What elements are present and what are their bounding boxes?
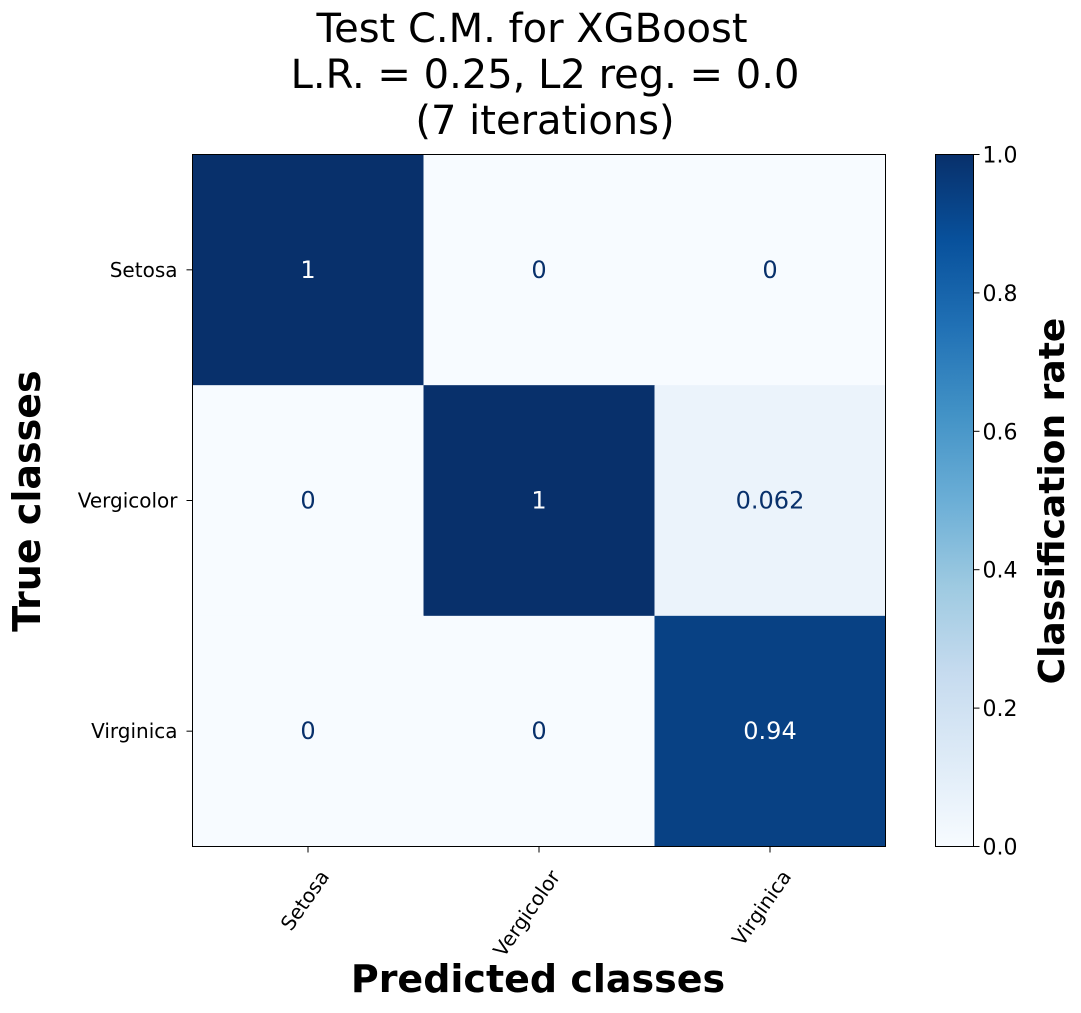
- colorbar-tick-label: 0.8: [983, 282, 1018, 307]
- chart-title-line-1: Test C.M. for XGBoost: [315, 6, 747, 52]
- cell-value-label: 0: [762, 256, 777, 284]
- x-axis-ticks: Setosa Vergicolor Virginica: [276, 846, 796, 961]
- colorbar-tick-label: 0.4: [983, 559, 1018, 584]
- colorbar-tick-label: 0.2: [983, 697, 1018, 722]
- heatmap-cell-setosa-setosa: [192, 154, 424, 386]
- x-tick-label: Vergicolor: [488, 865, 565, 961]
- heatmap-cell-labels: 1 0 0 0 1 0.062 0 0 0.94: [300, 256, 804, 745]
- cell-value-label: 0.94: [743, 717, 796, 745]
- chart-title: Test C.M. for XGBoost L.R. = 0.25, L2 re…: [291, 6, 800, 144]
- cell-value-label: 0.062: [736, 487, 805, 515]
- colorbar: [935, 154, 974, 847]
- cell-value-label: 0: [300, 487, 315, 515]
- cell-value-label: 1: [531, 487, 546, 515]
- x-tick-label: Virginica: [727, 866, 796, 951]
- heatmap-cell-vergicolor-virginica: [654, 385, 886, 617]
- y-tick-label: Vergicolor: [78, 489, 179, 513]
- colorbar-label: Classification rate: [1032, 318, 1073, 685]
- heatmap-cell-setosa-virginica: [654, 154, 886, 386]
- cell-value-label: 1: [300, 256, 315, 284]
- heatmap-cell-virginica-setosa: [192, 615, 424, 847]
- heatmap-cells: [192, 154, 886, 847]
- colorbar-ticks: 0.0 0.2 0.4 0.6 0.8 1.0: [973, 144, 1018, 861]
- heatmap-cell-virginica-vergicolor: [423, 615, 655, 847]
- y-tick-label: Virginica: [91, 719, 177, 743]
- x-axis-label: Predicted classes: [351, 957, 725, 1001]
- heatmap-cell-setosa-vergicolor: [423, 154, 655, 386]
- colorbar-tick-label: 1.0: [983, 144, 1018, 169]
- y-axis-label: True classes: [5, 370, 49, 631]
- cell-value-label: 0: [300, 717, 315, 745]
- chart-title-line-3: (7 iterations): [415, 98, 674, 144]
- y-axis-ticks: Setosa Vergicolor Virginica: [78, 258, 193, 743]
- heatmap-cell-vergicolor-vergicolor: [423, 385, 655, 617]
- cell-value-label: 0: [531, 717, 546, 745]
- x-tick-label: Setosa: [276, 866, 335, 935]
- heatmap-cell-vergicolor-setosa: [192, 385, 424, 617]
- colorbar-tick-label: 0.6: [983, 420, 1018, 445]
- cell-value-label: 0: [531, 256, 546, 284]
- colorbar-tick-label: 0.0: [983, 836, 1018, 861]
- chart-title-line-2: L.R. = 0.25, L2 reg. = 0.0: [291, 52, 800, 98]
- heatmap-cell-virginica-virginica: [654, 615, 886, 847]
- y-tick-label: Setosa: [110, 258, 178, 282]
